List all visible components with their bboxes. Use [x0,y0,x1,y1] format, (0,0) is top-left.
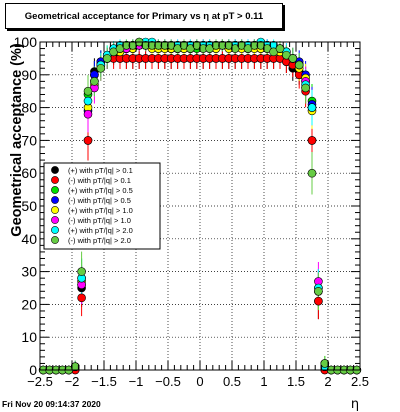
data-point [77,293,86,303]
legend-marker [51,226,59,234]
axis-ticks [39,41,361,371]
y-axis-label: Geometrical acceptance (%) [9,43,25,237]
data-point [307,103,317,112]
legend-marker [51,216,59,224]
x-tick-label: 1.5 [287,374,305,389]
y-tick-label: 40 [21,231,37,247]
legend-marker [51,206,59,214]
x-tick-label: −1 [129,374,144,389]
data-point [83,86,93,96]
legend-label: (-) with pT/|q| > 0.5 [68,196,131,205]
data-point [90,77,99,86]
y-tick-label: 0 [29,362,37,378]
data-point [83,96,93,106]
x-tick-label: −2 [65,374,80,389]
y-tick-label: 60 [21,165,37,181]
x-axis-label: η [351,397,359,412]
data-point [77,267,86,276]
y-tick-label: 70 [21,132,37,148]
legend-label: (-) with pT/|q| > 0.1 [68,176,131,185]
chart-title-text: Geometrical acceptance for Primary vs η … [24,10,264,22]
data-point [83,109,93,119]
tick-labels: −2.5 −2 −1.5 −1 −0.5 0 0.5 1 1.5 2 2.5 0 10 20 30 40 50 6… [14,34,369,389]
chart-title: Geometrical acceptance for Primary vs η … [5,3,283,29]
grid-lines [40,42,360,370]
x-tick-label: 2 [324,374,331,389]
legend-box [43,162,161,250]
data-point [320,359,330,368]
y-tick-label: 20 [21,296,37,312]
timestamp: Fri Nov 20 09:14:37 2020 [2,399,101,409]
y-tick-label: 50 [21,198,37,214]
x-tick-label: 1 [260,374,267,389]
y-tick-label: 10 [21,329,37,345]
data-point [294,60,304,70]
data-point [314,296,323,306]
legend-label: (+) with pT/|q| > 2.0 [68,226,133,235]
x-tick-label: −1.5 [91,374,117,389]
data-point [70,362,80,372]
legend-marker [51,176,59,184]
legend-marker [51,186,59,194]
legend-marker [51,196,59,204]
x-tick-label: 2.5 [351,374,369,389]
data-point [96,63,106,73]
legend: (+) with pT/|q| > 0.1(-) with pT/|q| > 0… [43,162,161,250]
x-tick-label: 0.5 [223,374,241,389]
data-point [288,54,298,63]
legend-label: (+) with pT/|q| > 0.5 [68,186,133,195]
legend-label: (-) with pT/|q| > 2.0 [68,236,131,245]
data-point [307,168,317,178]
data-point [314,286,323,296]
data-point [83,136,93,145]
data-point [307,136,317,145]
y-tick-label: 80 [21,100,37,116]
data-points [38,37,362,375]
legend-label: (+) with pT/|q| > 1.0 [68,206,133,215]
data-point [301,83,310,93]
y-tick-label: 100 [14,34,38,50]
y-tick-label: 90 [21,67,37,83]
data-point [275,44,285,53]
y-tick-label: 30 [21,264,37,280]
data-point [102,54,112,63]
x-tick-label: 0 [196,374,203,389]
x-tick-label: −0.5 [155,374,181,389]
x-tick-label: −2.5 [27,374,53,389]
legend-label: (-) with pT/|q| > 1.0 [68,216,131,225]
legend-marker [51,236,59,244]
legend-label: (+) with pT/|q| > 0.1 [68,166,133,175]
legend-marker [51,166,59,174]
